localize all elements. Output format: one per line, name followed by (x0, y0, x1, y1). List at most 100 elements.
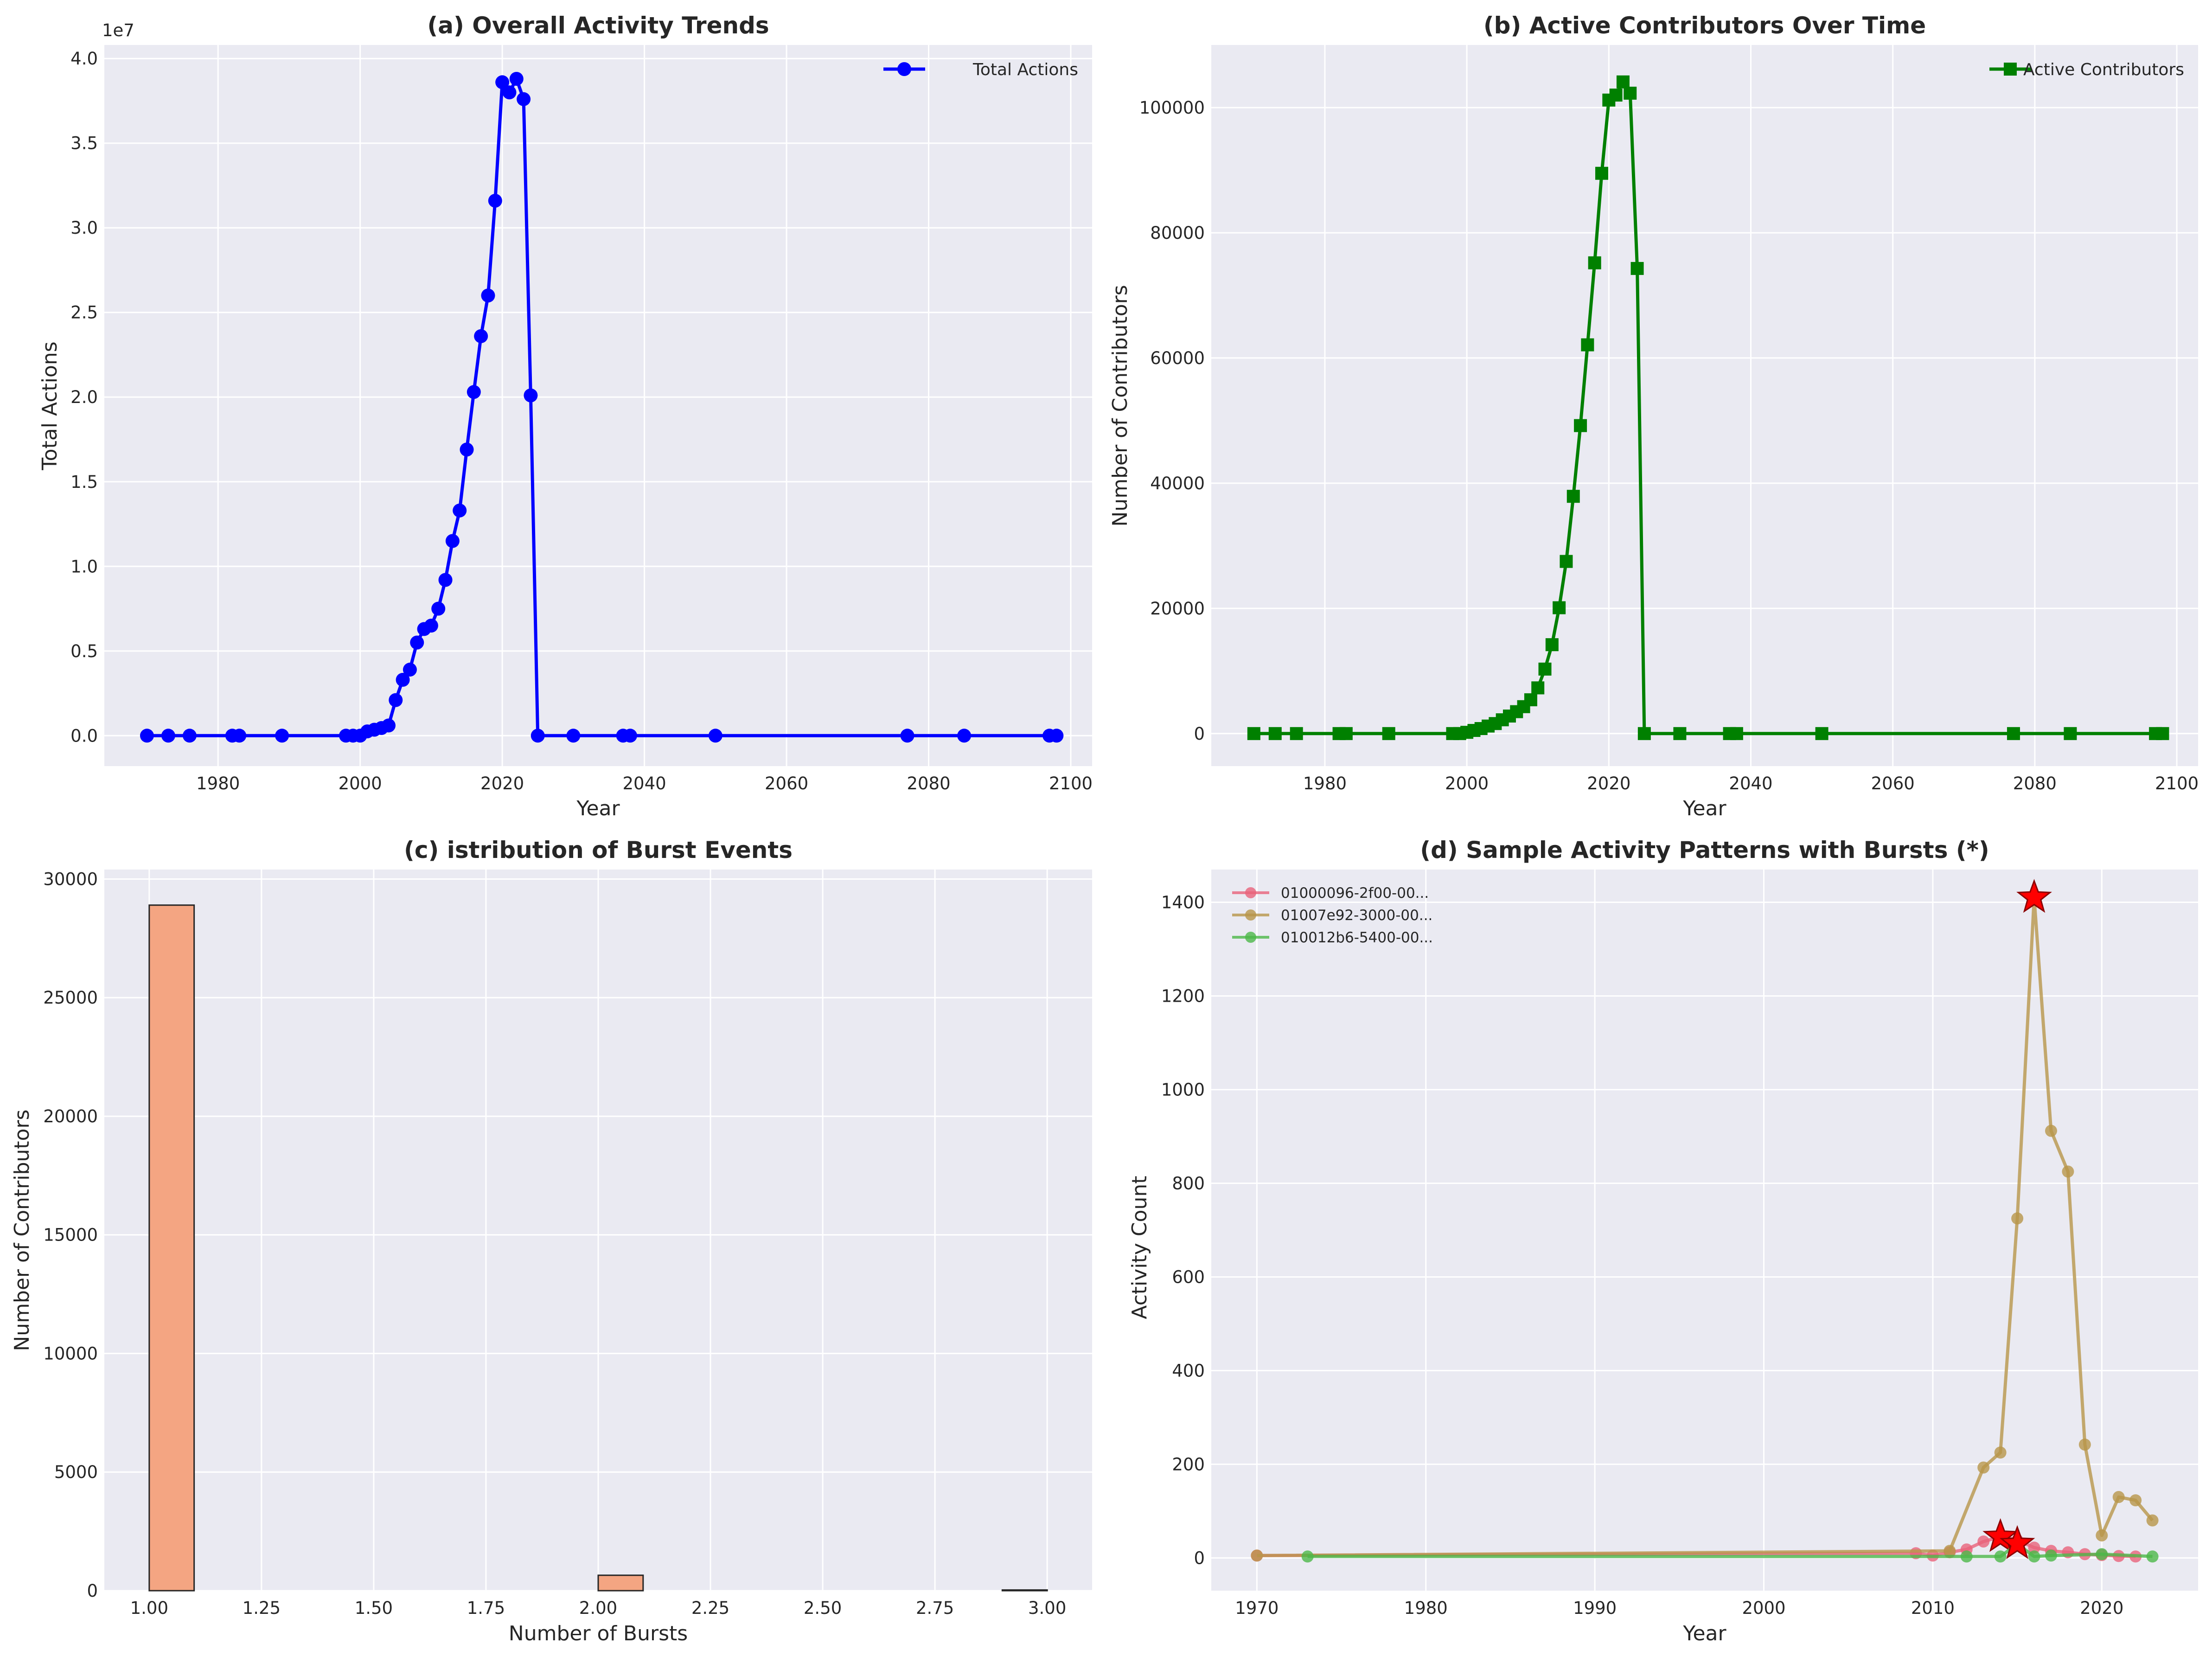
panel-a-legend-marker (897, 62, 911, 76)
panel-d-burst-marker (1999, 1525, 2035, 1559)
panel-b-background (1211, 45, 2198, 766)
panel-b-point (1553, 601, 1566, 614)
panel-a-point (502, 85, 517, 100)
panel-b-point (1247, 727, 1260, 740)
panel-a-point (957, 729, 972, 743)
panel-b-point (1268, 727, 1282, 740)
panel-d-point (2028, 1550, 2040, 1563)
panel-b-title: (b) Active Contributors Over Time (1483, 12, 1926, 39)
panel-a-xlabel: Year (576, 797, 620, 820)
panel-a-point (488, 193, 502, 208)
panel-a-point (396, 672, 410, 687)
panel-d-burst-marker (2016, 879, 2052, 913)
panel-b-point (2064, 727, 2077, 740)
panel-b-legend-marker (2004, 63, 2017, 76)
panel-a-y-tick-label: 0.5 (70, 641, 98, 661)
panel-a-y-tick-label: 0.0 (70, 726, 98, 746)
panel-b-ylabel: Number of Contributors (1108, 285, 1132, 526)
panel-c-y-tick-label: 20000 (43, 1107, 98, 1126)
panel-a-point (275, 729, 289, 743)
panel-b-point (1730, 727, 1743, 740)
panel-a-y-tick-label: 1.5 (70, 472, 98, 492)
panel-c-plot-area (104, 870, 1092, 1592)
panel-d-point (1943, 1545, 1956, 1557)
panel-a-y-tick-label: 4.0 (70, 49, 98, 69)
panel-d-x-tick-label: 1980 (1404, 1598, 1448, 1618)
panel-a-point (467, 385, 481, 399)
panel-d-point (2096, 1529, 2108, 1542)
panel-d-x-tick-label: 2020 (2080, 1598, 2123, 1618)
panel-b-y-tick-label: 40000 (1150, 473, 1205, 493)
panel-a-point (381, 718, 396, 733)
panel-b-legend-label: Active Contributors (2023, 60, 2184, 79)
panel-a-y-tick-label: 2.0 (70, 387, 98, 407)
panel-d-title: (d) Sample Activity Patterns with Bursts… (1420, 837, 1989, 864)
panel-a-point (403, 662, 417, 677)
panel-a-point (524, 388, 538, 403)
panel-c: (c) istribution of Burst Events Number o… (10, 837, 1092, 1645)
panel-a-point (460, 442, 474, 457)
panel-c-ylabel: Number of Contributors (10, 1109, 34, 1351)
panel-d-point (2028, 1542, 2040, 1554)
panel-d-plot-area (1211, 870, 2198, 1591)
panel-b-point (1560, 555, 1573, 568)
panel-a-point (161, 729, 175, 743)
panel-d-legend-marker (1245, 887, 1256, 898)
panel-d-x-tick-label: 2010 (1911, 1598, 1955, 1618)
panel-b-point (2156, 727, 2169, 740)
panel-a-point (481, 288, 495, 303)
panel-d-point (2146, 1514, 2159, 1527)
panel-c-x-tick-label: 1.25 (243, 1598, 281, 1618)
panel-d-point (2129, 1494, 2142, 1507)
panel-b-point (1624, 86, 1637, 100)
panel-a-point (140, 729, 154, 743)
panel-a-point (708, 729, 722, 743)
panel-c-x-tick-label: 2.50 (804, 1598, 842, 1618)
panel-d-y-tick-label: 200 (1172, 1454, 1205, 1474)
panel-b-point (1616, 75, 1630, 89)
panel-a-ylabel: Total Actions (38, 341, 62, 470)
panel-c-x-tick-label: 1.00 (130, 1598, 168, 1618)
panel-d-point (1994, 1446, 2007, 1459)
panel-a-plot-area (104, 45, 1092, 766)
panel-a-y-tick-label: 3.0 (70, 218, 98, 238)
panel-d-y-tick-label: 400 (1172, 1361, 1205, 1381)
panel-a-point (182, 729, 197, 743)
panel-b-point (1574, 419, 1587, 432)
panel-b-point (1290, 727, 1303, 740)
panel-a-y-tick-label: 2.5 (70, 303, 98, 323)
panel-b-point (2007, 727, 2020, 740)
panel-a-point (1049, 729, 1064, 743)
panel-c-title: (c) istribution of Burst Events (404, 837, 793, 864)
panel-b-point (1609, 88, 1623, 102)
panel-d-point (1977, 1535, 1990, 1548)
panel-b-point (1673, 727, 1687, 740)
panel-c-y-tick-label: 15000 (43, 1225, 98, 1245)
panel-c-x-tick-label: 2.00 (579, 1598, 617, 1618)
panel-a-point (474, 329, 488, 343)
panel-a-point (900, 729, 914, 743)
panel-a-point (509, 72, 524, 86)
panel-a-point (389, 693, 403, 707)
panel-a-point (445, 534, 460, 548)
panel-d-legend-marker (1245, 909, 1256, 921)
panel-a-background (104, 45, 1092, 766)
panel-a-x-tick-label: 2000 (339, 774, 382, 793)
panel-d-x-tick-label: 1970 (1235, 1598, 1279, 1618)
panel-b-point (1382, 727, 1395, 740)
panel-b-point (1595, 166, 1609, 180)
panel-c-bar (597, 1574, 644, 1592)
panel-b-y-tick-label: 100000 (1139, 98, 1205, 118)
panel-a-x-tick-label: 2080 (907, 774, 950, 793)
panel-d-y-tick-label: 0 (1194, 1548, 1205, 1568)
panel-d-point (1960, 1550, 1973, 1563)
panel-d-burst-marker (1982, 1518, 2019, 1552)
panel-a-x-tick-label: 2020 (480, 774, 524, 793)
panel-a-title: (a) Overall Activity Trends (427, 12, 769, 39)
panel-d-point (2062, 1165, 2074, 1178)
panel-c-x-tick-label: 2.25 (691, 1598, 729, 1618)
panel-d-legend-marker (1245, 932, 1256, 943)
panel-b: (b) Active Contributors Over Time Year N… (1108, 12, 2199, 820)
panel-b-point (1339, 727, 1353, 740)
panel-d-y-tick-label: 1200 (1161, 986, 1205, 1006)
